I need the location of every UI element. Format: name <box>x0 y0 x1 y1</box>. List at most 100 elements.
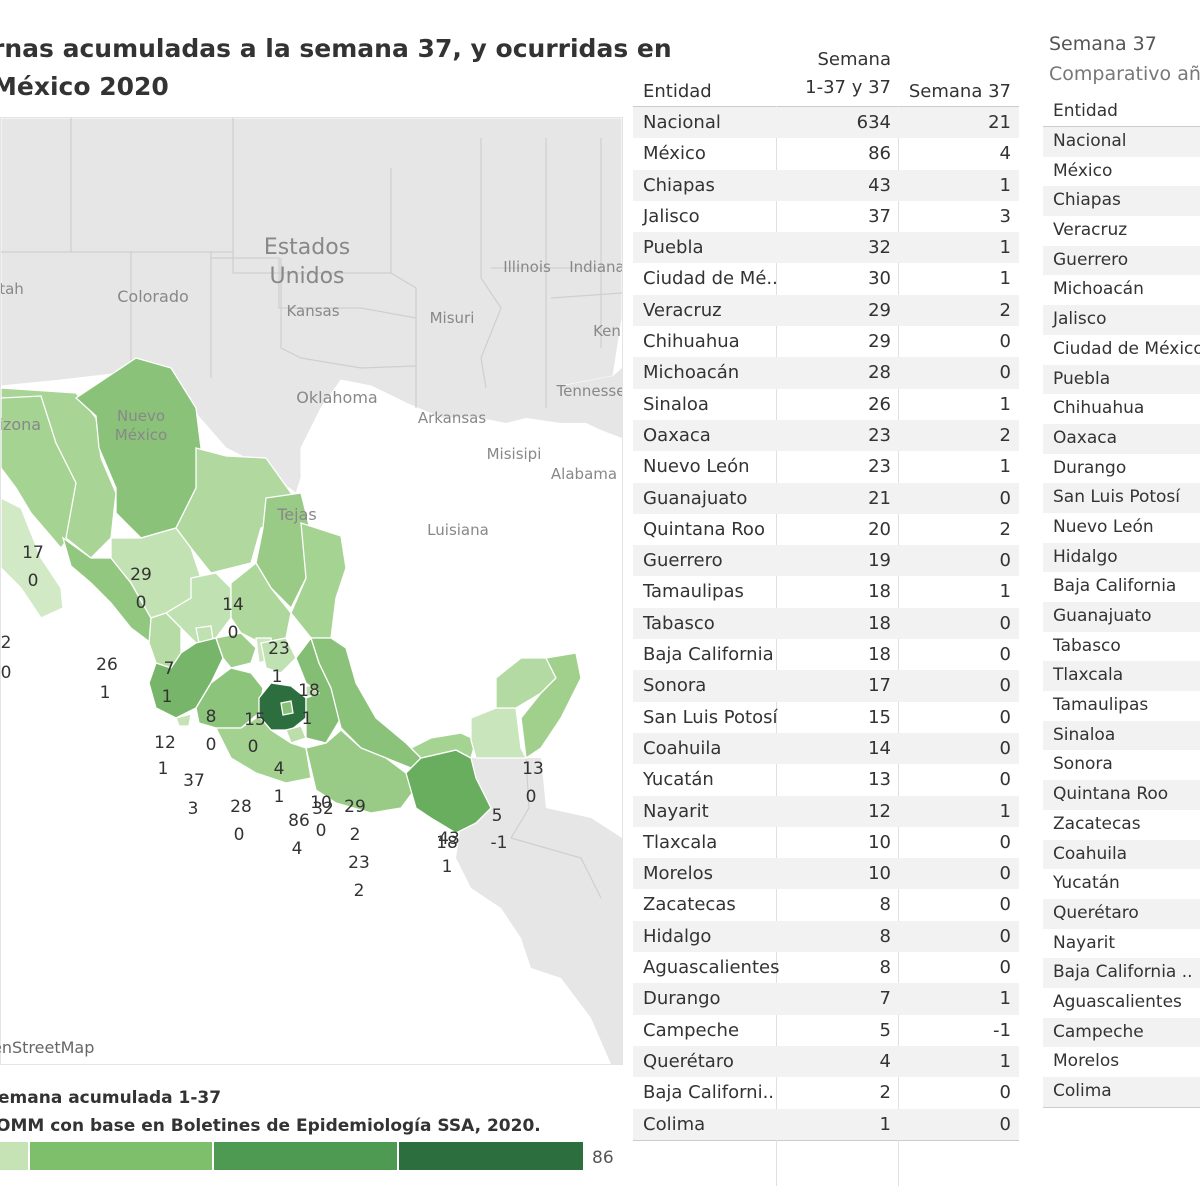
table-row[interactable]: Durango <box>1053 457 1127 478</box>
table-row[interactable]: Sonora <box>1053 754 1113 775</box>
table-row[interactable]: Guerrero 19 0 <box>633 545 1019 577</box>
table-row[interactable]: Querétaro <box>1043 898 1200 929</box>
table-row[interactable]: Baja California .. <box>1043 958 1200 988</box>
cell-s37: 2 <box>999 299 1011 321</box>
state-campeche[interactable] <box>470 707 528 759</box>
choropleth-map[interactable]: Estados Unidos Utah Colorado Kansas Misuri Ill… <box>1 118 622 1064</box>
table-row[interactable]: Sonora 17 0 <box>633 670 1019 702</box>
table-row[interactable]: Chiapas 43 1 <box>633 169 1019 201</box>
table-row[interactable]: Oaxaca <box>1043 423 1200 454</box>
table-row[interactable]: Tlaxcala <box>1043 661 1200 692</box>
table-row[interactable]: Nacional <box>1043 127 1200 157</box>
state-veracruz[interactable] <box>310 637 422 769</box>
table-row[interactable]: Hidalgo <box>1043 542 1200 573</box>
state-acc-label: 4 <box>274 759 285 779</box>
cell-s37: 1 <box>999 800 1011 822</box>
header-week37[interactable]: Semana 37 <box>908 81 1011 102</box>
table-row[interactable]: Hidalgo 8 0 <box>633 920 1019 953</box>
table-row[interactable]: Quintana Roo 20 2 <box>633 514 1019 545</box>
table-row[interactable]: México 86 4 <box>633 138 1019 169</box>
state-guanajuato[interactable] <box>215 632 257 669</box>
table-row[interactable]: Veracruz 29 2 <box>633 294 1019 327</box>
table-row[interactable]: Tabasco 18 0 <box>633 607 1019 640</box>
table-row[interactable]: Yucatán 13 0 <box>633 764 1019 795</box>
table-row[interactable]: Nuevo León <box>1053 516 1154 537</box>
table-row[interactable]: Michoacán 28 0 <box>633 357 1019 389</box>
state-hidalgo[interactable] <box>260 637 297 674</box>
table-row[interactable]: Campeche 5 -1 <box>633 1015 1019 1046</box>
table-row[interactable]: San Luis Potosí 15 0 <box>633 702 1019 733</box>
table-row[interactable]: Coahuila 14 0 <box>633 732 1019 765</box>
table-row[interactable]: Yucatán <box>1053 873 1120 894</box>
table-row[interactable]: Quintana Roo <box>1043 780 1200 810</box>
table-row[interactable]: Colima 1 0 <box>633 1108 1019 1140</box>
table-row[interactable]: Aguascalientes <box>1053 991 1182 1012</box>
comparison-header-entidad[interactable]: Entidad <box>1043 96 1200 127</box>
cell-entidad: Veracruz <box>643 299 722 321</box>
mexico-states[interactable] <box>1 357 582 834</box>
cell-acc: 634 <box>856 112 891 133</box>
table-row[interactable]: Jalisco <box>1043 305 1200 335</box>
table-row[interactable]: Zacatecas 8 0 <box>633 889 1019 920</box>
state-acc-label: 15 <box>244 710 266 730</box>
table-row[interactable]: Zacatecas <box>1053 813 1141 834</box>
cell-acc: 37 <box>868 205 891 227</box>
table-row[interactable]: Nayarit <box>1053 932 1115 953</box>
header-acc-line2: 1-37 y 37 <box>805 77 891 98</box>
state-acc-label: 2 <box>1 633 11 653</box>
table-row[interactable]: Tlaxcala 10 0 <box>633 827 1019 858</box>
state-nuevo-leon[interactable] <box>255 492 312 610</box>
state-quintana-roo[interactable] <box>520 652 582 760</box>
cell-acc: 17 <box>868 675 891 697</box>
table-row[interactable]: Michoacán <box>1053 279 1144 300</box>
table-row[interactable]: San Luis Potosí <box>1043 483 1200 513</box>
table-row[interactable]: Sinaloa 26 1 <box>633 389 1019 420</box>
table-row[interactable]: Sinaloa <box>1043 720 1200 751</box>
table-row[interactable]: Puebla <box>1043 364 1200 395</box>
table-row[interactable]: Baja California 18 0 <box>633 639 1019 670</box>
table-row[interactable]: Chiapas <box>1043 186 1200 217</box>
table-row[interactable]: Chihuahua 29 0 <box>633 326 1019 357</box>
table-row[interactable]: Chihuahua <box>1053 398 1145 419</box>
table-row[interactable]: Morelos <box>1053 1051 1120 1072</box>
map-panel[interactable]: Estados Unidos Utah Colorado Kansas Misuri Ill… <box>0 117 623 1065</box>
table-row[interactable]: Guanajuato <box>1043 602 1200 632</box>
table-row[interactable]: Ciudad de México <box>1053 338 1200 359</box>
table-row[interactable]: Durango 7 1 <box>633 983 1019 1015</box>
table-row[interactable]: Nacional 634 21 <box>633 107 1019 139</box>
table-row[interactable]: Colima <box>1043 1077 1200 1107</box>
table-row[interactable]: Coahuila <box>1043 839 1200 870</box>
table-row[interactable]: Morelos 10 0 <box>633 858 1019 890</box>
table-row[interactable]: Querétaro 4 1 <box>633 1045 1019 1078</box>
state-colima[interactable] <box>175 713 192 727</box>
table-row[interactable]: México <box>1053 160 1113 181</box>
cell-acc: 19 <box>868 550 891 572</box>
table-row[interactable]: Jalisco 37 3 <box>633 201 1019 232</box>
table-row[interactable]: Tabasco <box>1053 635 1121 656</box>
state-acc-label: 18 <box>436 833 458 853</box>
table-row[interactable]: Ciudad de Mé.. 30 1 <box>633 263 1019 294</box>
state-baja-california-sur[interactable] <box>1 497 64 619</box>
table-row[interactable]: Puebla 32 1 <box>633 232 1019 264</box>
table-row[interactable]: Nuevo León 23 1 <box>633 451 1019 482</box>
table-row[interactable]: Guerrero <box>1043 245 1200 276</box>
region-label: Luisiana <box>427 521 489 539</box>
table-row[interactable]: Baja California <box>1053 576 1177 597</box>
table-row[interactable]: Veracruz <box>1053 220 1128 241</box>
table-row[interactable]: Guanajuato 21 0 <box>633 482 1019 514</box>
header-entidad[interactable]: Entidad <box>643 81 712 102</box>
table-row[interactable]: Nayarit 12 1 <box>633 795 1019 827</box>
cell-entidad: Chihuahua <box>643 331 740 353</box>
table-row[interactable]: Aguascalientes 8 0 <box>633 952 1019 983</box>
header-accumulated[interactable]: Semana 1-37 y 37 <box>805 46 891 102</box>
state-week37-label: 0 <box>1 663 11 683</box>
table-row[interactable]: Baja Californi.. 2 0 <box>633 1077 1019 1108</box>
state-jalisco[interactable] <box>148 637 224 719</box>
table-row[interactable]: Tamaulipas 18 1 <box>633 576 1019 607</box>
state-cdmx[interactable] <box>280 700 294 716</box>
table-row[interactable]: Campeche <box>1043 1017 1200 1048</box>
state-coahuila[interactable] <box>175 447 292 574</box>
table-row[interactable]: Tamaulipas <box>1053 695 1149 716</box>
cell-entidad: Jalisco <box>643 205 700 227</box>
table-row[interactable]: Oaxaca 23 2 <box>633 419 1019 452</box>
